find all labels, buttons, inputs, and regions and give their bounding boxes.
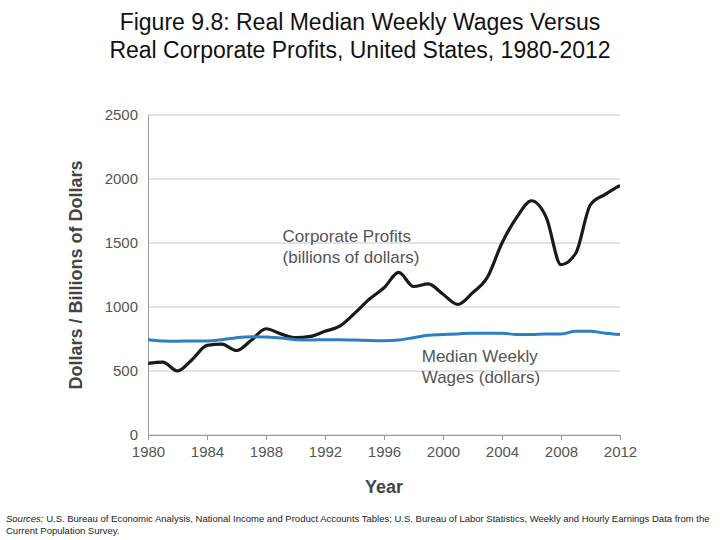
plot-area — [148, 185, 620, 371]
source-text: U.S. Bureau of Economic Analysis, Nation… — [44, 513, 710, 524]
tick: 1500 — [105, 234, 148, 251]
x-axis: 1980 1984 1988 1992 1996 2000 2004 2008 2012 — [132, 435, 637, 460]
series-label: Median Weekly Wages (dollars) — [422, 347, 540, 387]
tick-mark — [443, 435, 444, 440]
tick-mark — [384, 435, 385, 440]
tick-label: 2000 — [427, 443, 460, 460]
tick-label: 2500 — [105, 106, 138, 123]
tick-label: 500 — [113, 362, 138, 379]
tick-label: 0 — [130, 426, 138, 443]
tick-mark — [266, 435, 267, 440]
tick-label: 2004 — [486, 443, 519, 460]
tick-label: 1500 — [105, 234, 138, 251]
source: Sources: U.S. Bureau of Economic Analysi… — [6, 513, 710, 536]
tick: 1996 — [368, 435, 401, 460]
series-label: Corporate Profits (billions of dollars) — [283, 227, 420, 267]
tick: 2008 — [545, 435, 578, 460]
grid-line — [148, 307, 620, 308]
series-line — [148, 331, 620, 341]
grid-line — [148, 371, 620, 372]
tick: 0 — [130, 426, 148, 443]
tick: 2004 — [486, 435, 519, 460]
tick-mark — [207, 435, 208, 440]
y-axis-title: Dollars / Billions of Dollars — [66, 160, 86, 389]
tick-label: 1980 — [132, 443, 165, 460]
series-label-line: (billions of dollars) — [283, 248, 420, 267]
tick: 1000 — [105, 298, 148, 315]
tick: 1984 — [191, 435, 224, 460]
tick-label: 2008 — [545, 443, 578, 460]
tick: 500 — [113, 362, 148, 379]
tick: 1988 — [250, 435, 283, 460]
tick: 2500 — [105, 106, 148, 123]
axis-line — [148, 116, 149, 436]
tick-label: 1984 — [191, 443, 224, 460]
tick-label: 1000 — [105, 298, 138, 315]
tick-mark — [620, 435, 621, 440]
tick-mark — [502, 435, 503, 440]
series-label-line: Wages (dollars) — [422, 368, 540, 387]
grid-line — [148, 179, 620, 180]
x-axis-title: Year — [365, 477, 403, 497]
tick: 2012 — [604, 435, 637, 460]
tick: 2000 — [105, 170, 148, 187]
tick-mark — [561, 435, 562, 440]
tick-label: 1988 — [250, 443, 283, 460]
series-label-line: Corporate Profits — [283, 227, 412, 246]
series-line — [148, 185, 620, 371]
tick: 2000 — [427, 435, 460, 460]
title: Real Corporate Profits, United States, 1… — [109, 37, 610, 63]
tick-label: 2000 — [105, 170, 138, 187]
tick-mark — [325, 435, 326, 440]
tick-label: 2012 — [604, 443, 637, 460]
tick: 1980 — [132, 435, 165, 460]
tick-mark — [148, 435, 149, 440]
source-line: Current Population Survey. — [6, 525, 119, 536]
chart: Figure 9.8: Real Median Weekly Wages Ver… — [0, 0, 720, 540]
grid-line — [148, 115, 620, 116]
tick-label: 1996 — [368, 443, 401, 460]
tick-label: 1992 — [309, 443, 342, 460]
source-head: Sources: — [6, 513, 44, 524]
series-label-line: Median Weekly — [422, 347, 538, 366]
y-axis: 0 500 1000 1500 2000 2500 — [105, 106, 149, 443]
title: Figure 9.8: Real Median Weekly Wages Ver… — [120, 9, 601, 35]
tick: 1992 — [309, 435, 342, 460]
source-line: Sources: U.S. Bureau of Economic Analysi… — [6, 513, 710, 524]
grid — [148, 115, 620, 435]
